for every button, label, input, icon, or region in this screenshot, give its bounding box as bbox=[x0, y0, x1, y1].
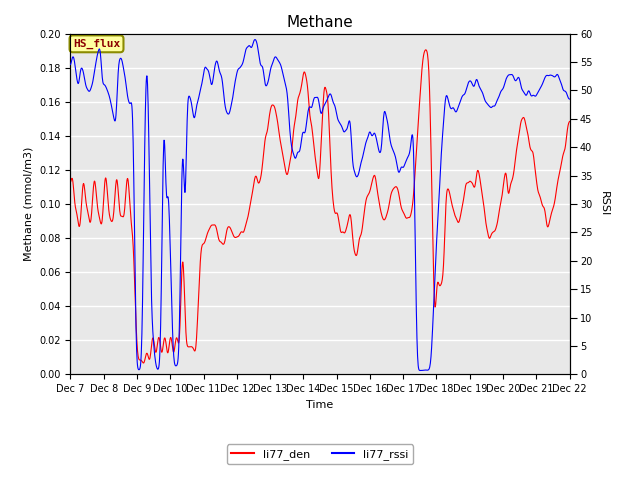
Title: Methane: Methane bbox=[287, 15, 353, 30]
Y-axis label: Methane (mmol/m3): Methane (mmol/m3) bbox=[24, 147, 34, 261]
Y-axis label: RSSI: RSSI bbox=[599, 192, 609, 216]
Legend: li77_den, li77_rssi: li77_den, li77_rssi bbox=[227, 444, 413, 464]
X-axis label: Time: Time bbox=[307, 400, 333, 409]
Text: HS_flux: HS_flux bbox=[73, 39, 120, 49]
